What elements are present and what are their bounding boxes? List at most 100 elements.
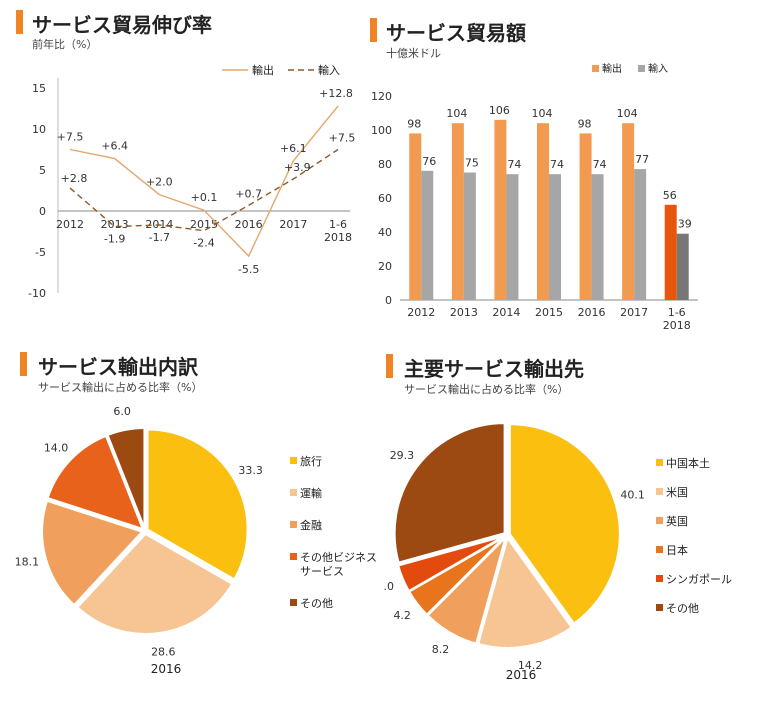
data-label: +6.1 (280, 142, 307, 155)
title-accent (370, 18, 377, 42)
bar-value-label: 74 (593, 158, 607, 171)
chart-title: サービス輸出内訳 (38, 355, 198, 379)
bar-export (622, 123, 635, 300)
legend-label: 英国 (666, 514, 688, 528)
year-label: 2016 (151, 662, 182, 676)
bar-value-label: 98 (578, 117, 592, 130)
y-tick-label: 100 (371, 124, 392, 137)
legend-swatch (290, 599, 297, 606)
slice-value-label: 18.1 (15, 556, 40, 569)
x-tick-label: 2013 (101, 218, 129, 231)
bar-export (664, 204, 677, 300)
y-tick-label: 15 (32, 82, 46, 95)
trade-bar-chart: 0 20 40 60 80 100 120 98 76 2012 104 75 2013 106 74 201… (371, 62, 698, 332)
y-tick-label: 0 (385, 294, 392, 307)
slice-value-label: 8.2 (432, 643, 450, 656)
x-tick-label: 2016 (578, 306, 606, 319)
chart-title: サービス貿易伸び率 (32, 13, 212, 37)
legend-swatch (290, 553, 297, 560)
legend-swatch (656, 546, 663, 553)
slice-value-label: 40.1 (620, 489, 645, 502)
data-label: -2.4 (193, 237, 214, 250)
legend-swatch-import (638, 65, 645, 72)
slice-value-label: 4.0 (384, 580, 394, 593)
legend-label: その他 (666, 602, 699, 615)
x-tick-label: 1-6 2018 (663, 306, 691, 332)
chart-subtitle: サービス輸出に占める比率（%） (38, 381, 203, 394)
legend-label-import: 輸入 (318, 63, 340, 77)
slice-value-label: 14.0 (44, 441, 69, 454)
legend-label: シンガポール (666, 573, 732, 586)
bar-value-label: 75 (465, 157, 479, 170)
legend-label: その他 (300, 597, 333, 610)
legend-label: その他ビジネスサービス (300, 551, 377, 578)
bar-import (463, 172, 476, 300)
chart-subtitle: 十億米ドル (386, 47, 441, 60)
chart-subtitle: 前年比（%） (32, 38, 98, 51)
bar-value-label: 106 (489, 104, 510, 117)
slice-value-label: 4.2 (393, 609, 411, 622)
x-tick-label: 2016 (235, 218, 263, 231)
bar-value-label: 74 (550, 158, 564, 171)
data-label: +3.9 (284, 161, 311, 174)
legend-swatch-export (592, 65, 599, 72)
y-tick-label: -5 (35, 246, 46, 259)
y-tick-label: 20 (378, 260, 392, 273)
x-tick-label: 2013 (450, 306, 478, 319)
bar-value-label: 56 (663, 189, 677, 202)
legend-label: 米国 (666, 486, 688, 499)
bar-export (409, 133, 422, 300)
data-label: -1.9 (104, 233, 125, 246)
legend-label-export: 輸出 (252, 63, 274, 77)
y-tick-label: 120 (371, 90, 392, 103)
bar-value-label: 76 (422, 155, 436, 168)
legend-label: 運輸 (300, 486, 322, 500)
data-label: +2.8 (61, 172, 88, 185)
legend-swatch (656, 488, 663, 495)
x-tick-label: 2012 (56, 218, 84, 231)
y-tick-label: 0 (39, 205, 46, 218)
data-label: +2.0 (146, 176, 173, 189)
bar-import (421, 170, 434, 300)
export-destination-pie: 40.1 14.2 8.2 4.2 4.0 29.3 中国本土米国英国日本シンガポールその他… (384, 422, 732, 682)
y-tick-label: 80 (378, 158, 392, 171)
legend-swatch (656, 459, 663, 466)
pie-slice (396, 535, 505, 593)
data-label: +12.8 (319, 87, 353, 100)
data-label: +7.5 (329, 132, 356, 145)
y-tick-label: 5 (39, 164, 46, 177)
pie-slice (146, 428, 249, 581)
legend-swatch (290, 489, 297, 496)
pie-slice (476, 535, 574, 649)
slice-value-label: 6.0 (113, 405, 131, 418)
pie-slice (76, 532, 234, 635)
legend-label: 日本 (666, 543, 688, 557)
bar-value-label: 74 (507, 158, 521, 171)
bar-value-label: 104 (532, 107, 553, 120)
data-label: -1.7 (149, 231, 170, 244)
bar-value-label: 98 (407, 117, 421, 130)
bar-import (549, 174, 561, 300)
y-tick-label: 10 (32, 123, 46, 136)
legend-swatch (290, 457, 297, 464)
x-tick-label: 2015 (535, 306, 563, 319)
y-tick-label: 60 (378, 192, 392, 205)
chart-subtitle: サービス輸出に占める比率（%） (404, 383, 569, 396)
slice-value-label: 33.3 (238, 464, 263, 477)
legend-label: 中国本土 (666, 456, 710, 470)
y-tick-label: 40 (378, 226, 392, 239)
pie-slice (106, 427, 146, 529)
series-line-import (69, 148, 339, 232)
bar-value-label: 77 (635, 153, 649, 166)
bar-import (634, 169, 647, 300)
legend-label-export: 輸出 (602, 62, 622, 75)
title-accent (16, 10, 23, 34)
data-label: -5.5 (238, 263, 259, 276)
bar-export (451, 123, 464, 300)
year-label: 2016 (506, 668, 537, 682)
pie-slice (508, 423, 621, 625)
data-label: +7.5 (57, 131, 84, 144)
chart-title: 主要サービス輸出先 (404, 357, 584, 381)
bar-import (676, 233, 689, 300)
chart-title: サービス貿易額 (386, 21, 526, 45)
